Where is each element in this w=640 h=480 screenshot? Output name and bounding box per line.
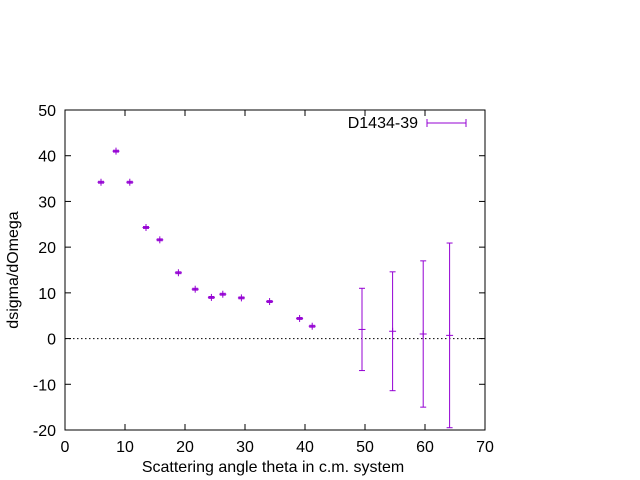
x-tick-label: 70 [476, 439, 494, 456]
y-tick-label: 0 [47, 332, 56, 349]
data-point [191, 285, 199, 293]
legend: D1434-39 [348, 115, 467, 132]
y-tick-label: 20 [38, 240, 56, 257]
y-tick-label: 40 [38, 149, 56, 166]
data-point [97, 178, 105, 186]
x-tick-label: 20 [176, 439, 194, 456]
data-point [358, 287, 366, 372]
x-tick-label: 10 [116, 439, 134, 456]
x-axis-label: Scattering angle theta in c.m. system [142, 459, 404, 476]
data-point [237, 294, 245, 302]
data-point [156, 236, 164, 244]
data-point [207, 293, 215, 301]
x-tick-label: 50 [356, 439, 374, 456]
data-point [266, 298, 274, 306]
data-point [219, 290, 227, 298]
legend-label: D1434-39 [348, 115, 418, 132]
data-point [174, 269, 182, 277]
data-point [308, 322, 316, 330]
data-point [126, 178, 134, 186]
data-point [112, 147, 120, 155]
data-point [389, 271, 397, 392]
data-point [446, 242, 454, 429]
y-tick-label: 30 [38, 194, 56, 211]
y-tick-label: 50 [38, 103, 56, 120]
x-tick-label: 40 [296, 439, 314, 456]
data-point [296, 314, 304, 322]
y-tick-label: -10 [33, 377, 56, 394]
data-series [97, 147, 454, 429]
y-axis: -20 -10 0 10 20 30 40 50 [33, 103, 485, 440]
x-tick-label: 60 [416, 439, 434, 456]
y-axis-label: dsigma/dOmega [5, 211, 22, 328]
plot-border [64, 109, 486, 431]
x-tick-label: 0 [61, 439, 70, 456]
x-tick-label: 30 [236, 439, 254, 456]
plot-frame [64, 109, 486, 431]
y-tick-label: 10 [38, 286, 56, 303]
data-point [419, 260, 427, 408]
data-point [142, 223, 150, 231]
x-axis: 0 10 20 30 40 50 60 70 [61, 110, 494, 456]
y-tick-label: -20 [33, 423, 56, 440]
